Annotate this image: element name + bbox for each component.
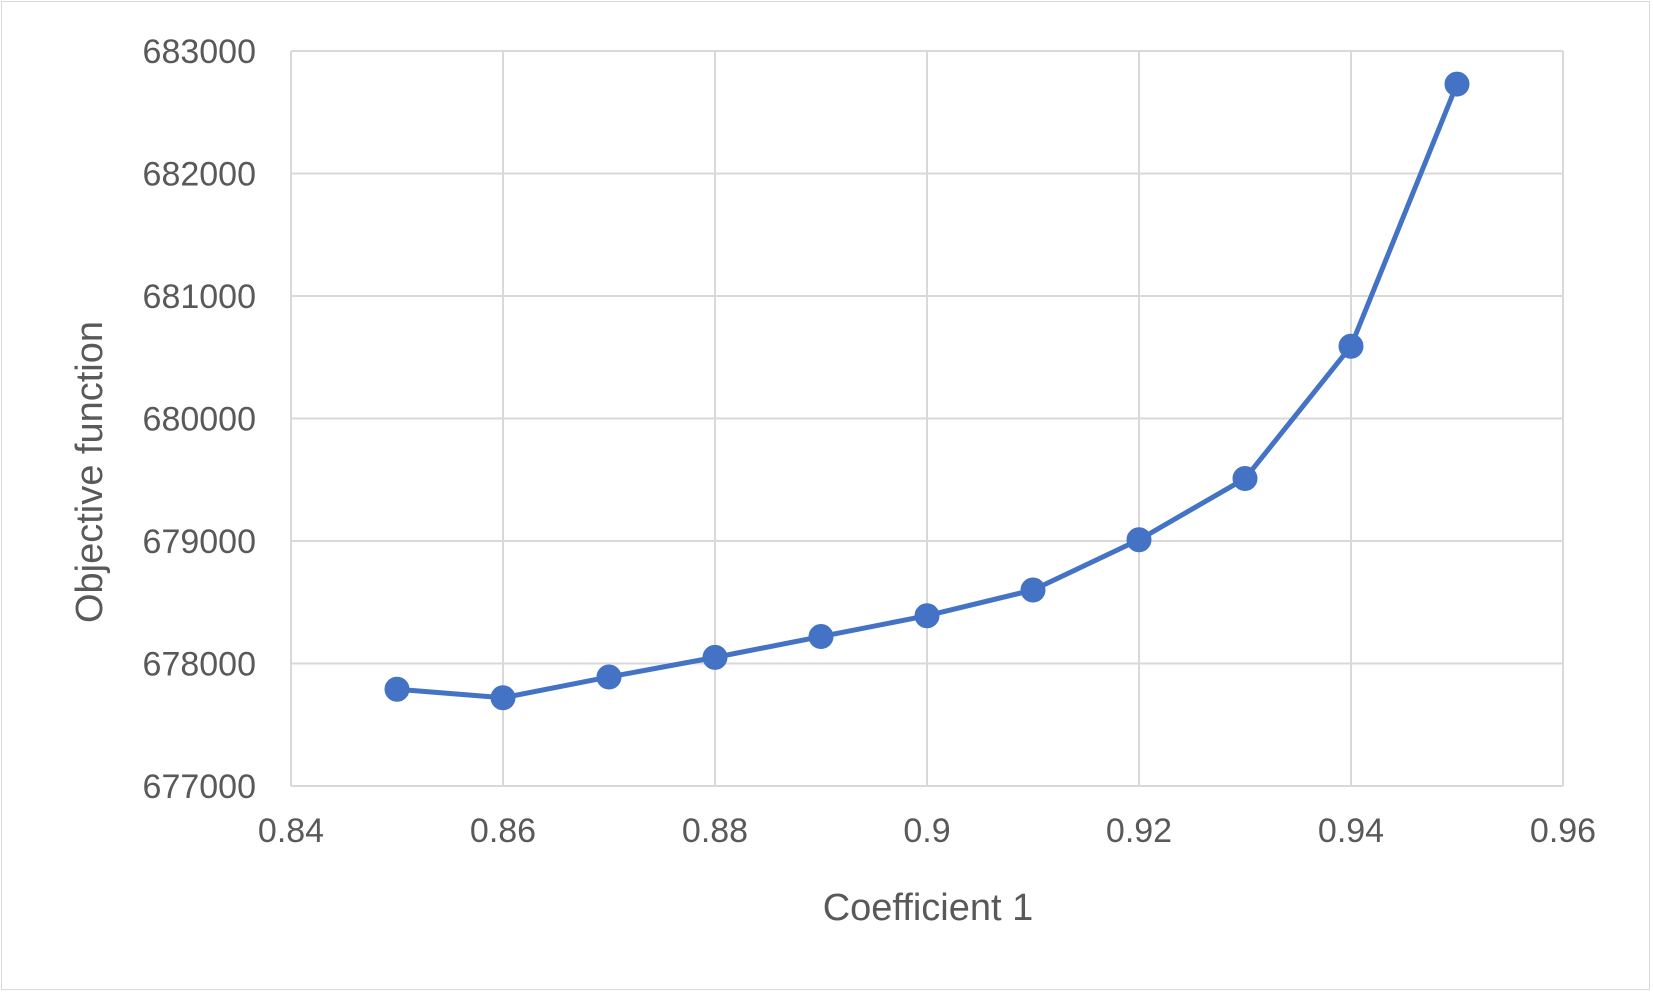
x-tick-label: 0.9 [903,812,950,850]
data-point [1338,333,1364,359]
gridlines [290,50,1564,787]
data-series [384,71,1470,711]
y-tick-label: 677000 [143,768,256,806]
y-tick-label: 678000 [143,646,256,684]
data-point [914,603,940,629]
y-axis-tick-labels: 677000 678000 679000 680000 681000 682000 6830… [143,33,256,806]
x-axis-tick-labels: 0.84 0.86 0.88 0.9 0.92 0.94 0.96 [258,812,1596,850]
y-tick-label: 679000 [143,523,256,561]
x-tick-label: 0.94 [1318,812,1384,850]
x-tick-label: 0.92 [1106,812,1172,850]
data-point [384,676,410,702]
x-tick-label: 0.86 [470,812,536,850]
y-tick-label: 682000 [143,156,256,194]
x-tick-label: 0.96 [1530,812,1596,850]
data-point [490,685,516,711]
data-point [1444,71,1470,97]
x-tick-label: 0.84 [258,812,324,850]
data-point [1126,527,1152,553]
data-point [596,664,622,690]
y-tick-label: 681000 [143,278,256,316]
y-tick-label: 683000 [143,33,256,71]
data-point [1232,466,1258,492]
data-point [808,624,834,650]
y-tick-label: 680000 [143,401,256,439]
data-point [702,644,728,670]
x-tick-label: 0.88 [682,812,748,850]
y-axis-title: Objective function [69,321,111,623]
data-point [1020,577,1046,603]
x-axis-title: Coefficient 1 [823,887,1034,929]
